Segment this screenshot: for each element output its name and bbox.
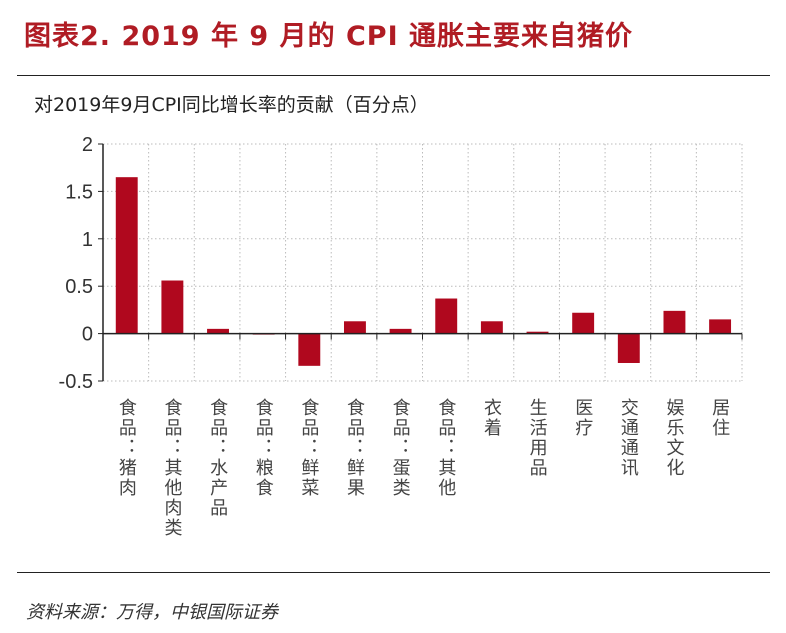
y-tick-label: 0.5 bbox=[65, 276, 93, 298]
x-tick-label: 食品：其他肉类 bbox=[161, 398, 183, 538]
bar bbox=[207, 328, 229, 334]
figure-title: 图表2. 2019 年 9 月的 CPI 通胀主要来自猪价 bbox=[24, 21, 634, 52]
bar bbox=[298, 333, 321, 366]
bar bbox=[161, 280, 184, 334]
chart-title: 对2019年9月CPI同比增长率的贡献（百分点） bbox=[34, 94, 429, 116]
y-tick-label: 1.5 bbox=[65, 181, 93, 203]
top-rule bbox=[17, 75, 770, 76]
x-tick-label: 食品：猪肉 bbox=[115, 398, 137, 498]
bar bbox=[709, 319, 732, 334]
x-tick-label: 食品：鲜菜 bbox=[298, 398, 320, 498]
x-tick-label: 交通通讯 bbox=[617, 398, 639, 478]
bottom-rule bbox=[17, 572, 770, 573]
x-tick-label: 娱乐文化 bbox=[663, 398, 685, 478]
x-tick-label: 生活用品 bbox=[526, 398, 548, 478]
x-tick-label: 食品：蛋类 bbox=[389, 398, 411, 498]
bar bbox=[480, 321, 503, 334]
y-tick-label: 2 bbox=[82, 134, 93, 156]
y-tick-label: -0.5 bbox=[59, 371, 93, 393]
y-tick-label: 1 bbox=[82, 229, 93, 251]
bar bbox=[572, 312, 595, 334]
x-tick-label: 衣着 bbox=[480, 398, 502, 438]
bar bbox=[435, 298, 458, 334]
x-tick-label: 食品：粮食 bbox=[252, 398, 274, 498]
bar bbox=[115, 177, 138, 334]
x-tick-label: 食品：鲜果 bbox=[344, 398, 366, 498]
x-tick-label: 食品：其他 bbox=[435, 398, 457, 498]
x-tick-label: 居住 bbox=[709, 398, 731, 438]
source-note: 资料来源：万得，中银国际证券 bbox=[26, 602, 278, 623]
bar bbox=[663, 310, 686, 334]
x-tick-label: 医疗 bbox=[572, 398, 594, 438]
bar bbox=[343, 321, 366, 334]
y-tick-label: 0 bbox=[82, 324, 93, 346]
bar bbox=[526, 331, 549, 334]
bar bbox=[617, 333, 640, 363]
x-tick-label: 食品：水产品 bbox=[207, 398, 229, 518]
bar bbox=[389, 328, 412, 334]
